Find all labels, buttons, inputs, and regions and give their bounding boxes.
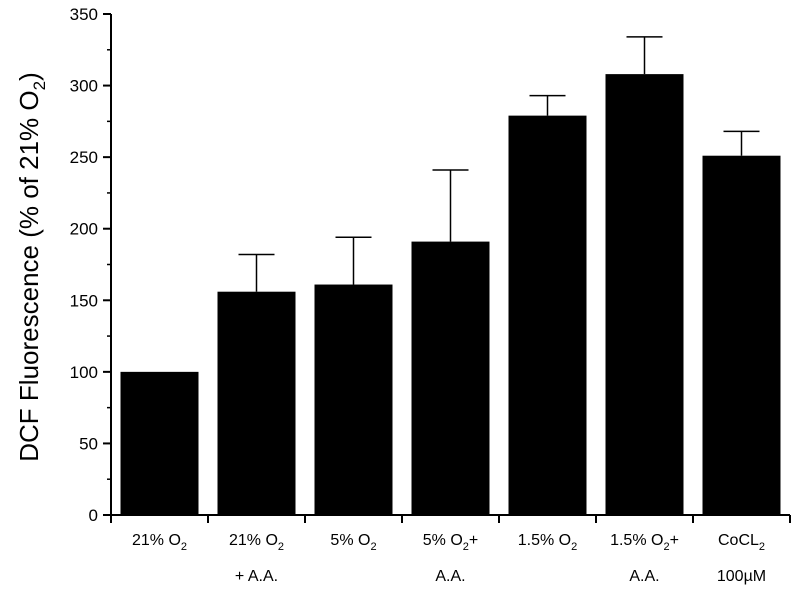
category-label-text: 5% O bbox=[330, 532, 370, 549]
category-label-2: 5% O2 bbox=[330, 532, 376, 553]
category-label-5: 1.5% O2+ bbox=[610, 532, 679, 553]
y-tick-label-250: 250 bbox=[70, 148, 98, 167]
y-tick-label-200: 200 bbox=[70, 220, 98, 239]
category-label-line2-6: 100µM bbox=[717, 568, 766, 585]
bar-6 bbox=[702, 155, 781, 515]
category-label-text: 1.5% O bbox=[610, 532, 663, 549]
category-label-text: 1.5% O bbox=[518, 532, 571, 549]
category-label-subscript: 2 bbox=[663, 541, 669, 553]
y-axis-title-subscript: 2 bbox=[30, 81, 49, 90]
bar-2 bbox=[314, 284, 393, 515]
y-axis-title-end: ) bbox=[14, 72, 44, 81]
category-label-line2-5: A.A. bbox=[629, 568, 659, 585]
category-label-3: 5% O2+ bbox=[423, 532, 478, 553]
category-label-subscript: 2 bbox=[278, 541, 284, 553]
bar-1 bbox=[217, 291, 296, 515]
category-label-subscript: 2 bbox=[370, 541, 376, 553]
category-label-text: CoCL bbox=[718, 532, 759, 549]
y-axis-title-main: DCF Fluorescence (% of 21% O bbox=[14, 90, 44, 461]
category-label-subscript: 2 bbox=[571, 541, 577, 553]
y-tick-label-50: 50 bbox=[79, 434, 98, 453]
category-label-suffix: + bbox=[469, 532, 478, 549]
bar-5 bbox=[605, 74, 684, 516]
bar-0 bbox=[120, 371, 199, 515]
category-label-suffix: + bbox=[670, 532, 679, 549]
category-label-subscript: 2 bbox=[463, 541, 469, 553]
y-axis-title: DCF Fluorescence (% of 21% O2) bbox=[14, 72, 49, 462]
bar-4 bbox=[508, 115, 587, 515]
category-label-text: 5% O bbox=[423, 532, 463, 549]
category-label-0: 21% O2 bbox=[132, 532, 187, 553]
category-label-line2-3: A.A. bbox=[435, 568, 465, 585]
y-tick-label-100: 100 bbox=[70, 363, 98, 382]
y-tick-label-150: 150 bbox=[70, 291, 98, 310]
category-label-6: CoCL2 bbox=[718, 532, 765, 553]
y-tick-label-350: 350 bbox=[70, 5, 98, 24]
category-label-line2-1: + A.A. bbox=[235, 568, 278, 585]
category-label-subscript: 2 bbox=[759, 541, 765, 553]
y-tick-label-300: 300 bbox=[70, 77, 98, 96]
category-label-subscript: 2 bbox=[181, 541, 187, 553]
category-label-1: 21% O2 bbox=[229, 532, 284, 553]
bar-3 bbox=[411, 241, 490, 515]
category-label-4: 1.5% O2 bbox=[518, 532, 577, 553]
category-label-text: 21% O bbox=[229, 532, 278, 549]
category-label-text: 21% O bbox=[132, 532, 181, 549]
y-tick-label-0: 0 bbox=[89, 506, 98, 525]
